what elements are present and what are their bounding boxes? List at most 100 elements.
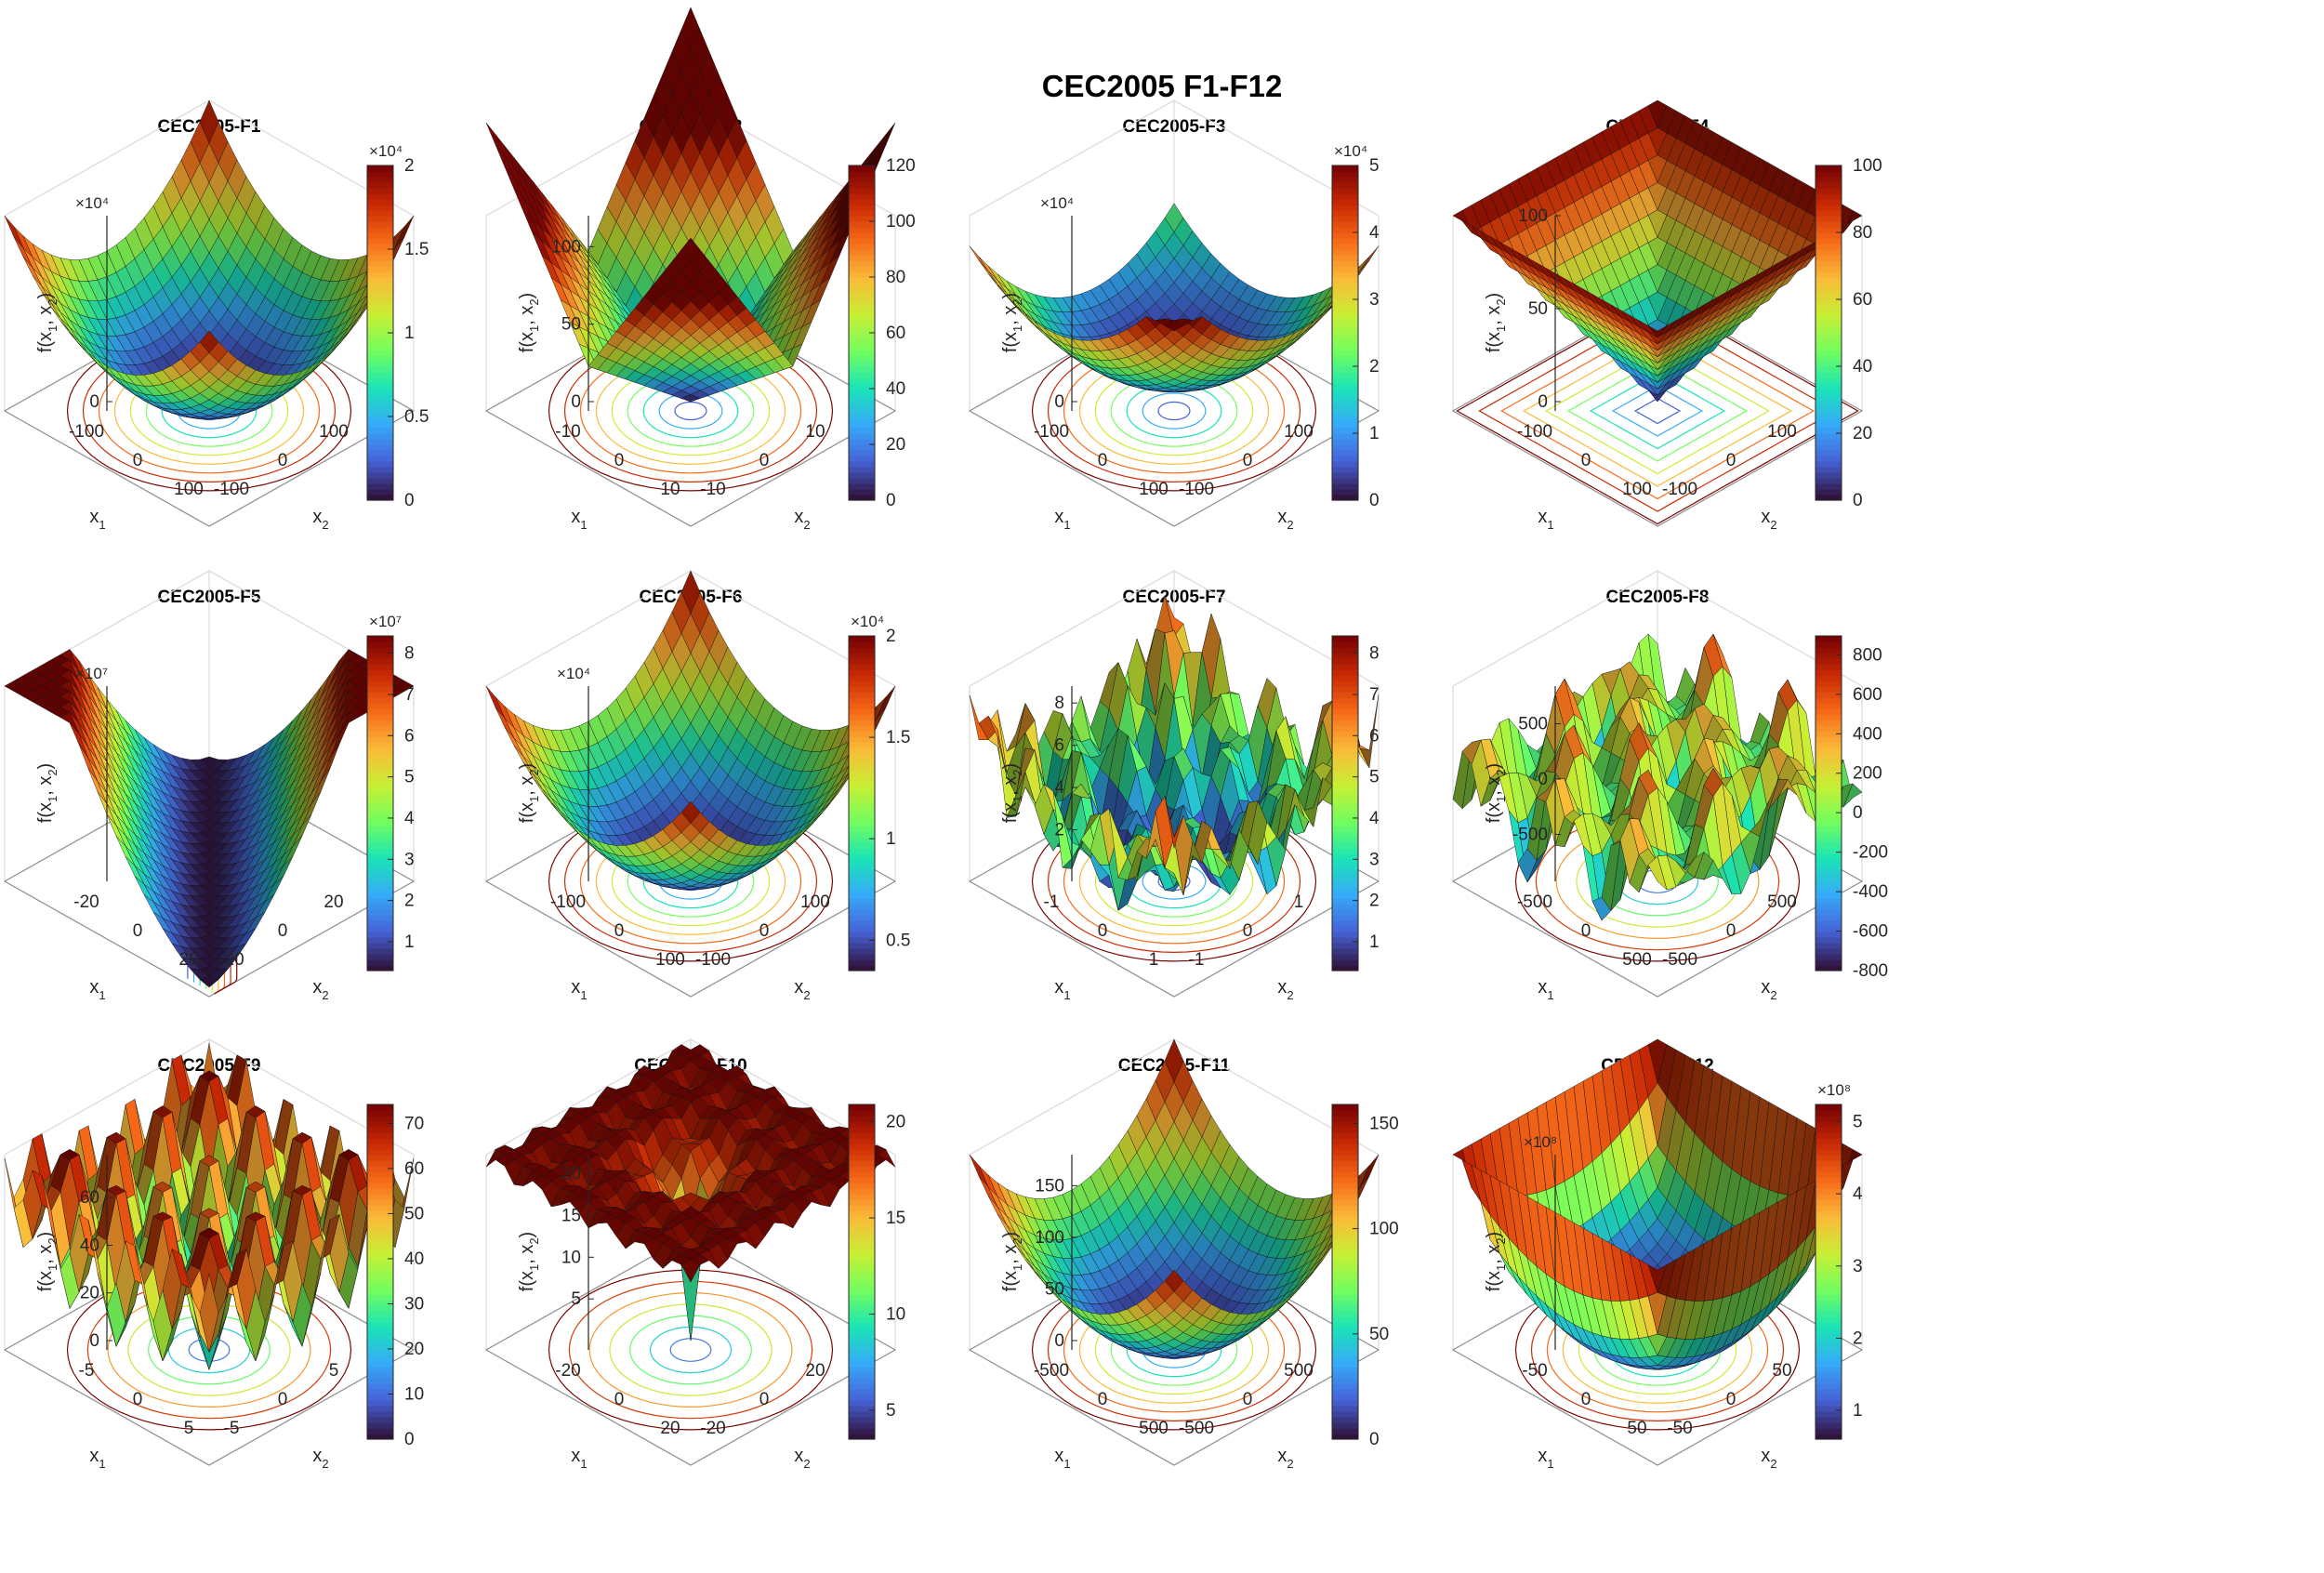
colorbar-segment: [849, 389, 875, 395]
colorbar-segment: [1332, 165, 1358, 172]
x2-axis-label: x2: [1761, 977, 1776, 1002]
colorbar-segment: [367, 803, 393, 810]
colorbar-segment: [367, 199, 393, 205]
colorbar-segment: [849, 837, 875, 843]
colorbar-segment: [849, 898, 875, 905]
colorbar-segment: [1332, 887, 1358, 893]
surface-face: [485, 685, 506, 719]
colorbar-segment: [1816, 433, 1842, 440]
axis-box-top: [1452, 570, 1863, 687]
colorbar-segment: [1816, 294, 1842, 300]
z-tick-label: 50: [1528, 299, 1548, 319]
colorbar-segment: [849, 311, 875, 317]
z-tick-label: 0: [571, 392, 581, 412]
colorbar-segment: [849, 876, 875, 882]
colorbar-segment: [367, 809, 393, 815]
colorbar-segment: [367, 753, 393, 760]
colorbar-segment: [849, 216, 875, 222]
colorbar-tick-label: 3: [1369, 290, 1380, 310]
colorbar-segment: [1816, 338, 1842, 345]
surface-mesh: [1452, 633, 1863, 921]
x2-tick-label: 100: [319, 422, 349, 442]
x1-tick-label: 0: [1581, 921, 1591, 941]
colorbar-segment: [367, 389, 393, 395]
colorbar-segment: [849, 394, 875, 401]
colorbar-segment: [1332, 271, 1358, 278]
colorbar-segment: [367, 193, 393, 200]
z-axis-label: f(x1, x2): [1000, 763, 1024, 823]
colorbar-segment: [849, 831, 875, 838]
colorbar-segment: [849, 814, 875, 821]
colorbar-segment: [1816, 669, 1842, 676]
contour-line: [642, 383, 739, 439]
colorbar-tick-label: 1: [404, 324, 415, 343]
colorbar-segment: [367, 361, 393, 367]
colorbar-segment: [849, 428, 875, 434]
x2-axis-label: x2: [794, 977, 810, 1002]
colorbar-segment: [367, 887, 393, 893]
colorbar-segment: [1816, 450, 1842, 456]
colorbar-segment: [1816, 271, 1842, 278]
colorbar-segment: [1332, 405, 1358, 412]
colorbar-segment: [1332, 848, 1358, 854]
colorbar-segment: [367, 898, 393, 905]
colorbar-segment: [849, 467, 875, 473]
colorbar-segment: [849, 361, 875, 367]
x2-tick-label: 0: [278, 451, 288, 470]
contour-line: [658, 392, 723, 430]
colorbar-segment: [367, 658, 393, 665]
colorbar-frame: [366, 635, 394, 972]
colorbar: [1815, 165, 1842, 501]
surface-plot-f4: CEC2005-F4050100f(x1, x2)-1000100x1-1000…: [1451, 99, 1882, 532]
colorbar-segment: [849, 288, 875, 295]
x2-axis-label: x2: [312, 507, 328, 532]
colorbar-segment: [1332, 870, 1358, 877]
colorbar-segment: [1332, 216, 1358, 222]
colorbar-segment: [1332, 831, 1358, 838]
colorbar-segment: [367, 892, 393, 899]
colorbar-tick-label: 1: [404, 932, 415, 952]
colorbar-tick-label: 2: [1369, 892, 1380, 911]
colorbar-segment: [1332, 653, 1358, 659]
colorbar-segment: [367, 742, 393, 748]
axis-box-top: [969, 99, 1380, 217]
colorbar-segment: [1816, 249, 1842, 256]
colorbar-segment: [1816, 288, 1842, 295]
colorbar-segment: [1816, 266, 1842, 272]
colorbar-segment: [1332, 820, 1358, 826]
colorbar-segment: [367, 467, 393, 473]
contour-lines: [1456, 297, 1859, 525]
surface-face: [1164, 320, 1184, 332]
colorbar-segment: [367, 377, 393, 384]
colorbar-segment: [1816, 193, 1842, 200]
colorbar-segment: [367, 372, 393, 378]
colorbar-exponent: ×10⁴: [1334, 142, 1367, 160]
colorbar-tick-label: 400: [1853, 724, 1882, 744]
colorbar-segment: [367, 831, 393, 838]
colorbar-segment: [367, 904, 393, 910]
colorbar-segment: [1816, 681, 1842, 687]
colorbar-segment: [367, 848, 393, 854]
colorbar-segment: [367, 294, 393, 300]
x2-axis-label: x2: [312, 977, 328, 1002]
colorbar-segment: [1816, 959, 1842, 966]
colorbar-segment: [849, 720, 875, 726]
colorbar-segment: [367, 636, 393, 642]
colorbar-segment: [367, 837, 393, 843]
colorbar-segment: [849, 714, 875, 720]
colorbar-segment: [1816, 232, 1842, 239]
colorbar-segment: [1816, 422, 1842, 429]
colorbar-segment: [1332, 658, 1358, 665]
colorbar-segment: [849, 294, 875, 300]
colorbar-segment: [1332, 731, 1358, 737]
colorbar-tick-label: 0.5: [404, 407, 429, 427]
colorbar-tick-label: 120: [886, 156, 916, 176]
colorbar-segment: [1332, 898, 1358, 905]
colorbar-tick-label: 600: [1853, 685, 1882, 705]
colorbar-segment: [367, 792, 393, 799]
colorbar-segment: [1816, 764, 1842, 771]
z-tick-label: 8: [1054, 694, 1064, 713]
colorbar-segment: [849, 383, 875, 390]
colorbar-segment: [849, 266, 875, 272]
